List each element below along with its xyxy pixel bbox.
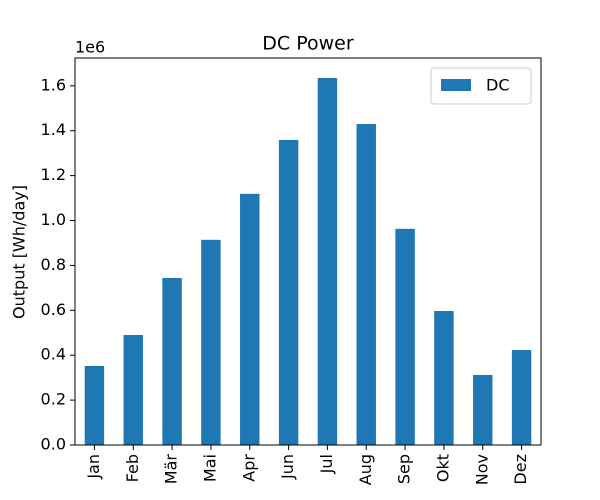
y-tick-label: 0.8 bbox=[41, 255, 66, 274]
x-tick-label: Nov bbox=[472, 454, 491, 485]
y-tick-label: 1.6 bbox=[41, 75, 66, 94]
bar bbox=[201, 239, 221, 445]
y-tick-label: 0.4 bbox=[41, 345, 66, 364]
bar bbox=[434, 310, 454, 445]
legend-label: DC bbox=[486, 76, 510, 95]
y-tick-label: 0.6 bbox=[41, 300, 66, 319]
x-tick-label: Mai bbox=[200, 454, 219, 482]
y-tick-label: 1.4 bbox=[41, 120, 66, 139]
y-tick-label: 0.2 bbox=[41, 390, 66, 409]
bar bbox=[317, 77, 338, 445]
y-axis-label: Output [Wh/day] bbox=[10, 185, 29, 319]
bar bbox=[240, 193, 260, 445]
bar bbox=[278, 139, 299, 445]
y-tick-label: 1.2 bbox=[41, 165, 66, 184]
x-tick-label: Feb bbox=[123, 454, 142, 482]
y-tick-label: 1.0 bbox=[41, 210, 66, 229]
x-tick-label: Apr bbox=[239, 454, 258, 482]
x-tick-label: Jul bbox=[317, 454, 336, 474]
offset-label: 1e6 bbox=[75, 38, 105, 57]
x-tick-label: Okt bbox=[433, 454, 452, 482]
x-tick-label: Dez bbox=[511, 454, 530, 485]
plot-frame bbox=[74, 57, 542, 446]
legend-swatch bbox=[441, 79, 471, 91]
chart-title: DC Power bbox=[262, 33, 354, 55]
bar bbox=[84, 365, 105, 445]
bar bbox=[473, 374, 493, 445]
bar bbox=[511, 350, 532, 445]
bar bbox=[356, 123, 376, 445]
bar bbox=[162, 277, 182, 445]
y-tick-label: 0.0 bbox=[41, 435, 66, 454]
bar bbox=[395, 228, 415, 445]
legend-box bbox=[430, 67, 532, 105]
x-tick-label: Sep bbox=[395, 454, 414, 484]
x-tick-label: Jan bbox=[84, 454, 103, 480]
x-tick-label: Mär bbox=[162, 454, 181, 485]
bar bbox=[123, 335, 143, 445]
x-tick-label: Aug bbox=[356, 454, 375, 485]
x-tick-label: Jun bbox=[278, 454, 297, 480]
